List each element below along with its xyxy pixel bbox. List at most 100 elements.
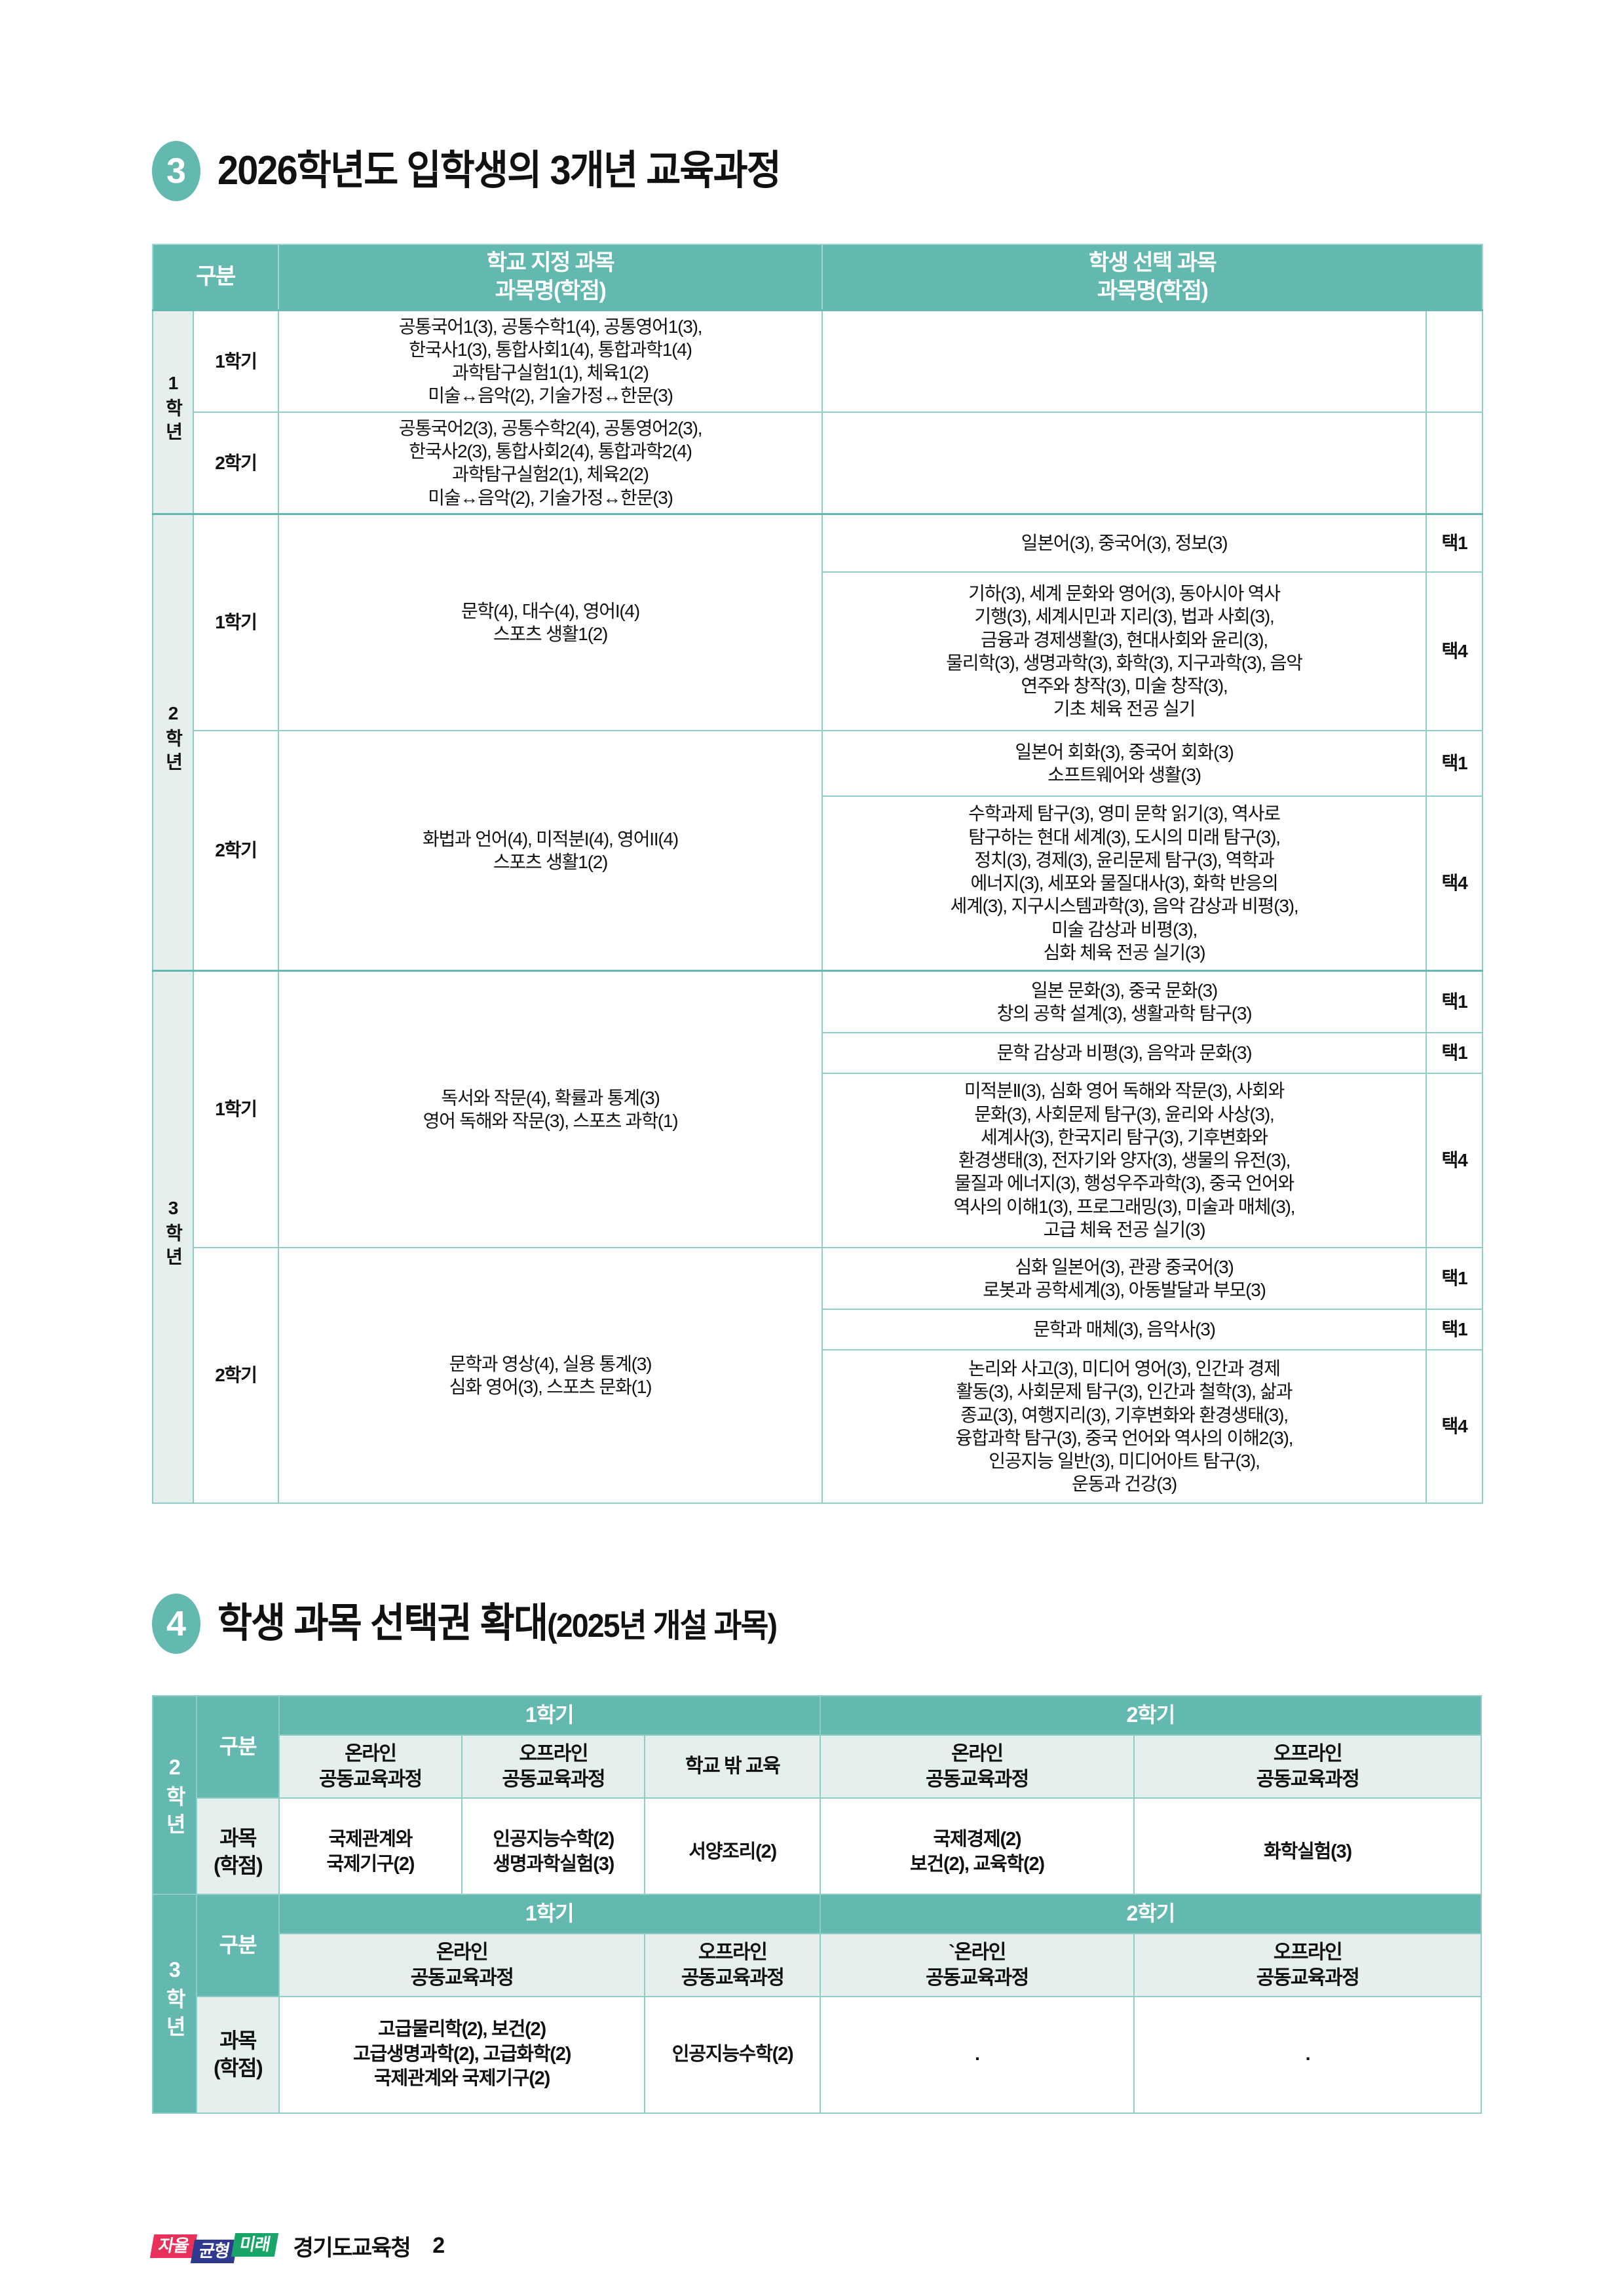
designated-subjects: 화법과 언어(4), 미적분I(4), 영어II(4) 스포츠 생활1(2) [278, 729, 823, 972]
table-row: 기하(3), 세계 문화와 영어(3), 동아시아 역사 기행(3), 세계시민… [153, 571, 1484, 731]
logo-chip-jayul: 자율 [149, 2234, 198, 2258]
pick-count: 택1 [1425, 1308, 1484, 1350]
table-row: 2학년 구분 1학기 2학기 [151, 1695, 1482, 1907]
pick-empty [1425, 411, 1484, 515]
table-row: 온라인 공동교육과정 오프라인 공동교육과정 `온라인 공동교육과정 오프라인 … [153, 1932, 1482, 1997]
footer-org-name: 경기도교육청 [293, 2236, 411, 2261]
logo-chip-gyunhyeong: 균형 [190, 2239, 238, 2263]
designated-subjects: 공통국어2(3), 공통수학2(4), 공통영어2(3), 한국사2(3), 통… [278, 411, 823, 515]
selected-subjects: 심화 일본어(3), 관광 중국어(3) 로봇과 공학세계(3), 아동발달과 … [821, 1246, 1427, 1310]
semester-label: 2학기 [193, 729, 279, 972]
table-row: 2학기 문학과 영상(4), 실용 통계(3) 심화 영어(3), 스포츠 문화… [153, 1246, 1484, 1504]
cell-value: 국제경제(2) 보건(2), 교육학(2) [819, 1797, 1135, 1907]
selected-subjects: 미적분Ⅱ(3), 심화 영어 독해와 작문(3), 사회와 문화(3), 사회문… [821, 1072, 1427, 1248]
section-4-title-sub: (2025년 개설 과목) [547, 1607, 778, 1644]
selected-subjects: 수학과제 탐구(3), 영미 문학 읽기(3), 역사로 탐구하는 현대 세계(… [821, 795, 1427, 972]
selected-subjects-empty [821, 411, 1427, 515]
grade-label-1: 1학년 [152, 309, 194, 515]
pick-count: 택4 [1425, 1072, 1484, 1248]
selection-table-grade3-wrap: 3학년 구분 1학기 2학기 온라인 공동교육과정 오프라인 공동교육과정 `온… [151, 1894, 1482, 2114]
selected-subjects: 문학과 매체(3), 음악사(3) [821, 1308, 1427, 1350]
cell-value: . [1133, 1995, 1482, 2114]
selected-subjects: 일본 문화(3), 중국 문화(3) 창의 공학 설계(3), 생활과학 탐구(… [821, 969, 1427, 1033]
page-footer: 자율 균형 미래 경기도교육청 2 [149, 2230, 445, 2263]
row-label: 과목 (학점) [196, 1995, 280, 2114]
table-row: 2학년 1학기 문학(4), 대수(4), 영어I(4) 스포츠 생활1(2) … [152, 512, 1484, 972]
table-row: 3학년 1학기 독서와 작문(4), 확률과 통계(3) 영어 독해와 작문(3… [152, 969, 1484, 1504]
pick-count: 택4 [1425, 1349, 1484, 1504]
selected-subjects: 일본어(3), 중국어(3), 정보(3) [821, 512, 1427, 573]
table-row: 3학년 구분 1학기 2학기 [151, 1894, 1482, 2114]
header-gubun: 구분 [196, 1894, 280, 1997]
cell-value: . [819, 1995, 1135, 2114]
designated-subjects: 독서와 작문(4), 확률과 통계(3) 영어 독해와 작문(3), 스포츠 과… [278, 969, 823, 1248]
curriculum-table-wrap: 구분 학교 지정 과목 과목명(학점) 학생 선택 과목 과목명(학점) 1학년 [152, 243, 1484, 1504]
column-header: 오프라인 공동교육과정 [1133, 1734, 1482, 1799]
table-row: 미적분Ⅱ(3), 심화 영어 독해와 작문(3), 사회와 문화(3), 사회문… [153, 1072, 1484, 1248]
section-4-title: 학생 과목 선택권 확대(2025년 개설 과목) [217, 1603, 778, 1644]
pick-count: 택1 [1425, 1031, 1484, 1074]
designated-subjects: 공통국어1(3), 공통수학1(4), 공통영어1(3), 한국사1(3), 통… [278, 309, 823, 413]
header-gubun: 구분 [196, 1695, 280, 1799]
pick-count: 택1 [1425, 729, 1484, 797]
section-4-badge: 4 [152, 1594, 200, 1654]
cell-value: 인공지능수학(2) 생명과학실험(3) [461, 1797, 646, 1907]
grade-label-2: 2학년 [152, 512, 194, 972]
table-row: 문학과 매체(3), 음악사(3) 택1 [153, 1308, 1484, 1350]
section-3-badge: 3 [152, 141, 200, 201]
header-student-selected: 학생 선택 과목 과목명(학점) [821, 243, 1484, 311]
column-header: 학교 밖 교육 [644, 1734, 821, 1799]
section-3-title: 2026학년도 입학생의 3개년 교육과정 [217, 148, 782, 193]
header-student-selected-line1: 학생 선택 과목 [1088, 250, 1217, 275]
brand-logo: 자율 균형 미래 [149, 2232, 278, 2263]
section-4-heading: 4 학생 과목 선택권 확대(2025년 개설 과목) [152, 1594, 818, 1654]
cell-value: 화학실험(3) [1133, 1797, 1482, 1907]
table-row: 문학 감상과 비평(3), 음악과 문화(3) 택1 [153, 1031, 1484, 1074]
logo-chip-mirae: 미래 [231, 2232, 278, 2257]
selection-table-grade2-wrap: 2학년 구분 1학기 2학기 온라인 공동교육과정 오프라인 공동교육과정 학교… [151, 1695, 1482, 1907]
column-header: `온라인 공동교육과정 [819, 1932, 1135, 1997]
section-3-heading: 3 2026학년도 입학생의 3개년 교육과정 [152, 141, 823, 201]
pick-count: 택1 [1425, 512, 1484, 573]
semester-band-2: 2학기 [819, 1695, 1482, 1736]
selection-table-grade2: 2학년 구분 1학기 2학기 온라인 공동교육과정 오프라인 공동교육과정 학교… [151, 1695, 1482, 1907]
grade-label-3: 3학년 [151, 1894, 198, 2114]
semester-label: 2학기 [193, 411, 279, 515]
column-header: 온라인 공동교육과정 [278, 1734, 463, 1799]
table-row: 논리와 사고(3), 미디어 영어(3), 인간과 경제 활동(3), 사회문제… [153, 1349, 1484, 1504]
header-gubun: 구분 [152, 243, 279, 311]
semester-label: 2학기 [193, 1246, 279, 1504]
row-label: 과목 (학점) [196, 1797, 280, 1907]
selected-subjects: 논리와 사고(3), 미디어 영어(3), 인간과 경제 활동(3), 사회문제… [821, 1349, 1427, 1504]
curriculum-table: 구분 학교 지정 과목 과목명(학점) 학생 선택 과목 과목명(학점) 1학년 [152, 243, 1484, 1504]
header-school-designated: 학교 지정 과목 과목명(학점) [278, 243, 823, 311]
table-row: 과목 (학점) 고급물리학(2), 보건(2) 고급생명과학(2), 고급화학(… [153, 1995, 1482, 2114]
selected-subjects-empty [821, 309, 1427, 413]
column-header: 온라인 공동교육과정 [819, 1734, 1135, 1799]
semester-label: 1학기 [193, 969, 279, 1248]
table-row: 2학기 화법과 언어(4), 미적분I(4), 영어II(4) 스포츠 생활1(… [153, 729, 1484, 972]
grade-label-3: 3학년 [152, 969, 194, 1504]
column-header: 온라인 공동교육과정 [278, 1932, 646, 1997]
semester-label: 1학기 [193, 512, 279, 731]
cell-value: 서양조리(2) [644, 1797, 821, 1907]
selected-subjects: 문학 감상과 비평(3), 음악과 문화(3) [821, 1031, 1427, 1074]
column-header: 오프라인 공동교육과정 [461, 1734, 646, 1799]
selected-subjects: 일본어 회화(3), 중국어 회화(3) 소프트웨어와 생활(3) [821, 729, 1427, 797]
table-row: 과목 (학점) 국제관계와 국제기구(2) 인공지능수학(2) 생명과학실험(3… [153, 1797, 1482, 1907]
curriculum-body: 1학년 1학기 공통국어1(3), 공통수학1(4), 공통영어1(3), 한국… [152, 309, 1484, 1504]
page-number: 2 [432, 2233, 445, 2258]
selected-subjects: 기하(3), 세계 문화와 영어(3), 동아시아 역사 기행(3), 세계시민… [821, 571, 1427, 731]
cell-value: 국제관계와 국제기구(2) [278, 1797, 463, 1907]
semester-band-1: 1학기 [278, 1695, 821, 1736]
table-row: 수학과제 탐구(3), 영미 문학 읽기(3), 역사로 탐구하는 현대 세계(… [153, 795, 1484, 972]
pick-count: 택4 [1425, 795, 1484, 972]
cell-value: 고급물리학(2), 보건(2) 고급생명과학(2), 고급화학(2) 국제관계와… [278, 1995, 646, 2114]
designated-subjects: 문학(4), 대수(4), 영어I(4) 스포츠 생활1(2) [278, 512, 823, 731]
semester-band-2: 2학기 [819, 1894, 1482, 1934]
table-row: 1학년 1학기 공통국어1(3), 공통수학1(4), 공통영어1(3), 한국… [152, 309, 1484, 515]
pick-empty [1425, 309, 1484, 413]
designated-subjects: 문학과 영상(4), 실용 통계(3) 심화 영어(3), 스포츠 문화(1) [278, 1246, 823, 1504]
table-row: 온라인 공동교육과정 오프라인 공동교육과정 학교 밖 교육 온라인 공동교육과… [153, 1734, 1482, 1799]
